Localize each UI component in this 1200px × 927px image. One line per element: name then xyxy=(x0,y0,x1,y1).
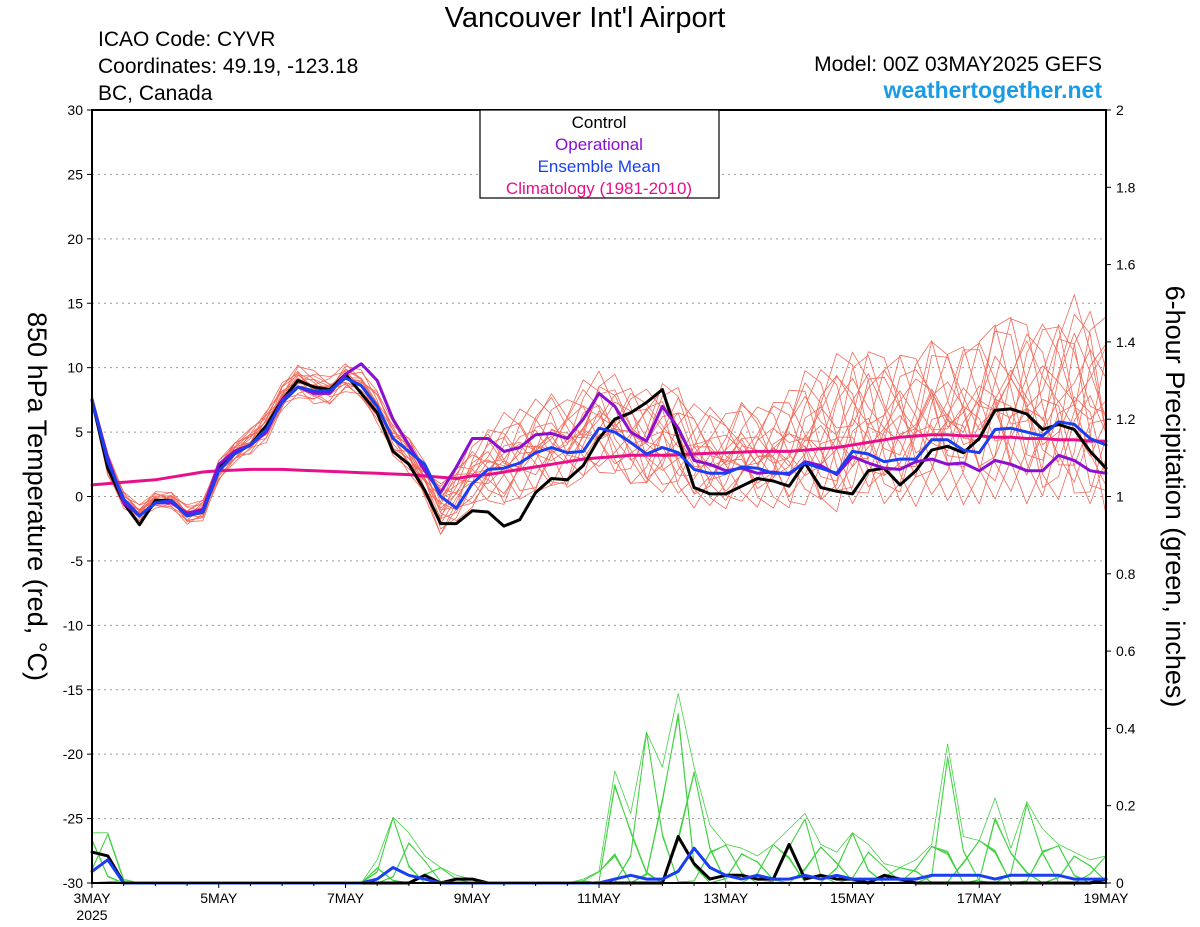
precipitation-series xyxy=(90,693,1108,885)
y-tick-label: -30 xyxy=(63,875,83,891)
y-tick-label: 20 xyxy=(67,231,83,247)
model-run: Model: 00Z 03MAY2025 GEFS xyxy=(814,53,1102,76)
legend-entry: Ensemble Mean xyxy=(538,157,661,176)
legend-box xyxy=(479,109,720,199)
y2-axis-title: 6-hour Precipitation (green, inches) xyxy=(1160,286,1190,708)
temp-member-line xyxy=(91,332,1107,522)
x-tick-label: 17MAY xyxy=(957,890,1003,906)
x-tick-label: 11MAY xyxy=(577,890,621,906)
temp-climatology-line xyxy=(90,433,1108,487)
x-tick-sublabel: 2025 xyxy=(76,907,107,923)
precip-member-line xyxy=(91,712,1107,884)
y-tick-label: 0 xyxy=(75,489,83,505)
y2-tick-label: 0.6 xyxy=(1116,643,1136,659)
y-tick-label: -20 xyxy=(63,746,83,762)
y2-tick-label: 0.8 xyxy=(1116,566,1136,582)
site-link[interactable]: weathertogether.net xyxy=(883,77,1102,103)
y-tick-label: 25 xyxy=(67,166,83,182)
precip-member-line xyxy=(91,731,1107,884)
temp-ensemble-mean-line xyxy=(90,376,1108,518)
y2-tick-label: 1 xyxy=(1116,489,1124,505)
y2-tick-label: 0.2 xyxy=(1116,798,1136,814)
legend-entry: Operational xyxy=(555,135,643,154)
temp-member-line xyxy=(91,330,1107,516)
icao-code: ICAO Code: CYVR xyxy=(98,28,276,51)
legend-entry: Control xyxy=(572,113,627,132)
y-tick-label: 30 xyxy=(67,102,83,118)
temp-member-line xyxy=(91,294,1107,522)
temp-member-line xyxy=(91,310,1107,519)
y2-tick-label: 0.4 xyxy=(1116,720,1136,736)
y2-tick-label: 2 xyxy=(1116,102,1124,118)
x-tick-label: 19MAY xyxy=(1084,890,1130,906)
temperature-series xyxy=(90,294,1108,535)
y-tick-label: -15 xyxy=(63,682,83,698)
y2-tick-label: 1.8 xyxy=(1116,179,1136,195)
temp-member-line xyxy=(91,313,1107,516)
x-tick-label: 13MAY xyxy=(703,890,749,906)
temp-member-line xyxy=(91,340,1107,517)
grid-lines xyxy=(92,173,1106,820)
x-tick-label: 9MAY xyxy=(454,890,492,906)
y-tick-label: -25 xyxy=(63,811,83,827)
y2-tick-label: 1.6 xyxy=(1116,257,1136,273)
precip-member-line xyxy=(91,732,1107,884)
y2-tick-label: 0 xyxy=(1116,875,1124,891)
axes: 302520151050-5-10-15-20-25-3021.81.61.41… xyxy=(22,102,1190,923)
y-tick-label: -5 xyxy=(71,553,84,569)
precip-member-line xyxy=(91,715,1107,884)
y-tick-label: -10 xyxy=(63,617,83,633)
y-tick-label: 15 xyxy=(67,295,83,311)
y-tick-label: 10 xyxy=(67,360,83,376)
legend-entry: Climatology (1981-2010) xyxy=(506,179,692,198)
temp-member-line xyxy=(91,346,1107,525)
page-title: Vancouver Int'l Airport xyxy=(444,2,726,34)
temp-member-line xyxy=(91,349,1107,521)
coordinates: Coordinates: 49.19, -123.18 xyxy=(98,55,359,78)
plot-frame xyxy=(91,109,1107,884)
temp-control-line xyxy=(90,372,1108,528)
precip-member-line xyxy=(91,714,1107,884)
precip-member-line xyxy=(91,693,1107,884)
y-tick-label: 5 xyxy=(75,424,83,440)
legend: Control Operational Ensemble Mean Climatolo… xyxy=(479,109,720,199)
temp-member-line xyxy=(91,316,1107,512)
x-tick-label: 7MAY xyxy=(327,890,365,906)
y-axis-title: 850 hPa Temperature (red, °C) xyxy=(22,312,52,681)
precip-member-line xyxy=(91,716,1107,884)
x-tick-label: 5MAY xyxy=(200,890,238,906)
x-tick-label: 15MAY xyxy=(830,890,876,906)
y2-tick-label: 1.2 xyxy=(1116,411,1136,427)
precip-member-line xyxy=(91,731,1107,884)
x-tick-label: 3MAY xyxy=(73,890,111,906)
region: BC, Canada xyxy=(98,82,213,105)
precip-member-line xyxy=(91,771,1107,884)
y2-tick-label: 1.4 xyxy=(1116,334,1136,350)
temp-member-line xyxy=(91,324,1107,518)
